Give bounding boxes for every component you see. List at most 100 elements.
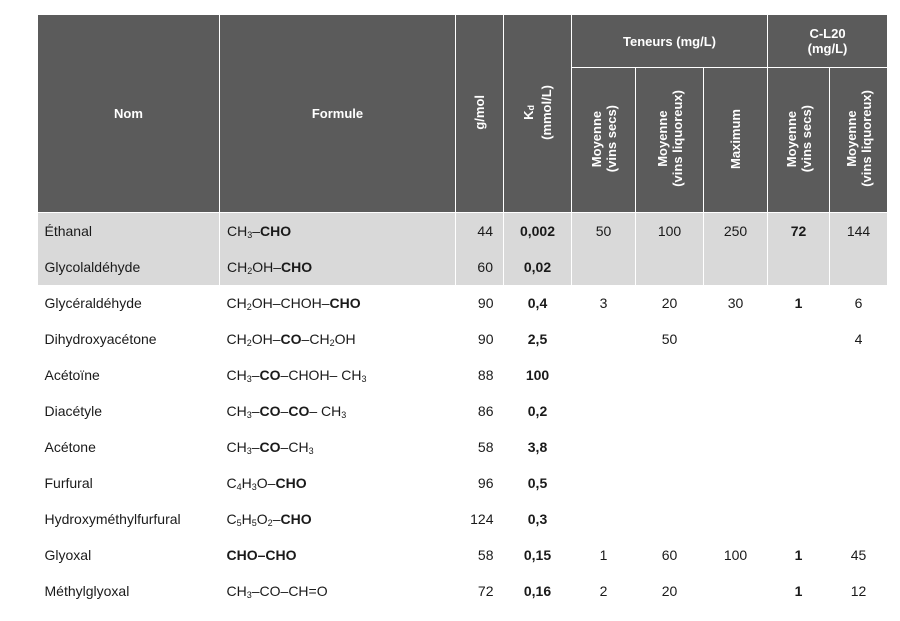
cell-cl-liq: 6 — [854, 295, 863, 311]
aldehydes-table: Nom Formule g/mol Kd (mmol/L) Teneurs (m… — [37, 14, 888, 609]
formula-part: 4 — [236, 481, 242, 492]
formula-part: 2 — [329, 337, 335, 348]
cell-moy-liq: 100 — [635, 212, 704, 249]
formula-part: OH–CHOH– — [251, 294, 330, 311]
cell-moy-liq: 20 — [661, 583, 678, 599]
cell-max — [704, 465, 768, 501]
formula-part: CH — [227, 222, 248, 239]
cell-max: 250 — [703, 212, 768, 249]
formula-part: – — [280, 402, 289, 419]
formula-part: – CH — [309, 402, 342, 419]
cell-kd: 0,4 — [527, 295, 548, 311]
cell-gmol: 88 — [477, 367, 494, 383]
cell-cl-liq — [829, 249, 888, 285]
formula-part: – — [251, 402, 260, 419]
formula-part: C — [226, 510, 237, 527]
formula-part: OH — [334, 330, 356, 347]
cell-moy-secs: 50 — [571, 212, 636, 249]
formula-part: H — [241, 510, 252, 527]
cell-cl-liq: 4 — [854, 331, 863, 347]
formula-part: CH — [226, 366, 247, 383]
formula-part: 3 — [247, 229, 253, 240]
formula-part: CO — [288, 402, 310, 419]
cell-moy-liq — [636, 465, 704, 501]
header-cl20: C-L20 (mg/L) — [767, 14, 888, 68]
formula-part: – — [251, 438, 260, 455]
cell-nom: Glycéraldéhyde — [44, 295, 142, 311]
formula-part: OH– — [251, 330, 281, 347]
formula-part: C — [226, 474, 237, 491]
cell-nom: Acétoïne — [44, 367, 100, 383]
cell-max: 30 — [727, 295, 744, 311]
formula-part: 2 — [246, 301, 252, 312]
formula-part: CHO — [329, 294, 361, 311]
cell-kd: 0,16 — [523, 583, 552, 599]
formula-part: 3 — [246, 409, 252, 420]
formula-part: O– — [256, 474, 276, 491]
formula-part: 3 — [251, 481, 257, 492]
header-formule: Formule — [219, 14, 456, 213]
cell-nom: Diacétyle — [44, 403, 103, 419]
formula-part: O — [256, 510, 268, 527]
cell-cl-liq — [830, 501, 888, 537]
formula-part: 3 — [246, 589, 252, 600]
header-gmol-label: g/mol — [472, 94, 487, 130]
cell-gmol: 72 — [477, 583, 494, 599]
formula-part: – — [252, 222, 261, 239]
header-cl20-label: C-L20 (mg/L) — [807, 26, 848, 56]
formula-part: 5 — [236, 517, 242, 528]
cell-moy-secs — [572, 393, 636, 429]
cell-moy-liq — [636, 501, 704, 537]
formula-part: –CH — [280, 438, 309, 455]
formula-part: 3 — [341, 409, 347, 420]
table-row: Éthanal CH3–CHO 44 0,002 50 100 250 72 144 — [37, 212, 888, 249]
header-cl20-secs: Moyenne (vins secs) — [767, 67, 830, 213]
cell-max: 100 — [723, 547, 748, 563]
cell-cl-liq — [830, 393, 888, 429]
cell-moy-secs — [571, 249, 636, 285]
cell-gmol: 96 — [477, 475, 494, 491]
header-kd-label: Kd (mmol/L) — [521, 84, 554, 140]
formula-part: CH — [227, 258, 248, 275]
formula-part: –CO–CH=O — [251, 582, 328, 599]
cell-nom: Dihydroxyacétone — [44, 331, 157, 347]
cell-cl-secs — [768, 357, 830, 393]
header-cl20-liquoreux: Moyenne (vins liquoreux) — [829, 67, 888, 213]
cell-gmol: 58 — [477, 547, 494, 563]
cell-formule: CH2OH–CO–CH2OH — [220, 321, 456, 357]
cell-formule: CH3–CO–CH=O — [220, 573, 456, 609]
cell-cl-liq — [830, 429, 888, 465]
cell-cl-liq: 12 — [850, 583, 867, 599]
table-row: Hydroxyméthylfurfural C5H5O2–CHO 124 0,3 — [38, 501, 888, 537]
table-row: Dihydroxyacétone CH2OH–CO–CH2OH 90 2,5 50 4 — [38, 321, 888, 357]
table-row: Glycéraldéhyde CH2OH–CHOH–CHO 90 0,4 3 20 30 1 6 — [38, 285, 888, 321]
formula-part: CHO — [280, 510, 312, 527]
formula-part: CH — [226, 294, 247, 311]
cell-kd: 0,2 — [527, 403, 548, 419]
table-row: Furfural C4H3O–CHO 96 0,5 — [38, 465, 888, 501]
cell-moy-liq: 20 — [661, 295, 678, 311]
cell-gmol: 58 — [477, 439, 494, 455]
cell-kd: 100 — [525, 367, 550, 383]
cell-moy-secs: 2 — [599, 583, 608, 599]
cell-nom: Glyoxal — [44, 547, 92, 563]
cell-cl-liq: 45 — [850, 547, 867, 563]
cell-kd: 0,002 — [503, 212, 572, 249]
cell-moy-secs — [572, 357, 636, 393]
cell-nom: Méthylglyoxal — [44, 583, 130, 599]
cell-cl-secs — [768, 501, 830, 537]
formula-part: 3 — [246, 373, 252, 384]
formula-part: CHO — [281, 258, 313, 275]
formula-part: CH — [226, 438, 247, 455]
cell-cl-secs — [768, 321, 830, 357]
cell-moy-secs: 3 — [599, 295, 608, 311]
formula-part: CH — [226, 402, 247, 419]
cell-moy-secs — [572, 501, 636, 537]
formula-part: –CH — [301, 330, 330, 347]
formula-part: CO — [259, 366, 281, 383]
cell-moy-liq: 60 — [661, 547, 678, 563]
cell-nom: Éthanal — [37, 212, 220, 249]
cell-moy-secs — [572, 321, 636, 357]
cell-cl-liq — [830, 465, 888, 501]
cell-cl-secs: 1 — [794, 583, 803, 599]
